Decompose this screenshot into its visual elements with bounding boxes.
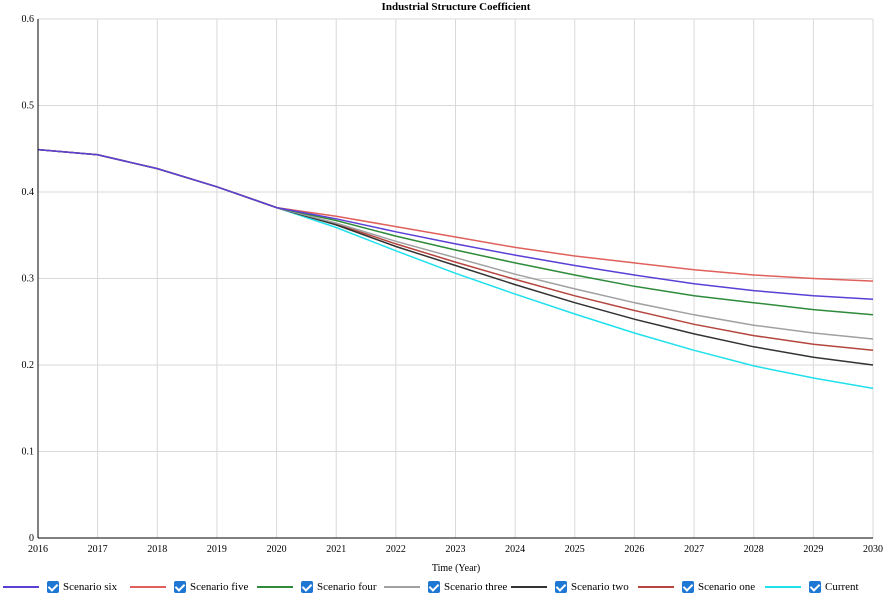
y-tick-label: 0.6: [22, 14, 35, 25]
y-tick-label: 0: [29, 533, 34, 544]
legend-item-scenario-five[interactable]: Scenario five: [130, 578, 248, 596]
legend-label: Scenario five: [190, 581, 249, 593]
legend-swatch: [257, 586, 293, 588]
y-tick-label: 0.4: [22, 187, 35, 198]
x-tick-label: 2028: [744, 544, 764, 555]
y-tick-label: 0.3: [22, 274, 35, 285]
legend-swatch: [765, 586, 801, 588]
legend-swatch: [130, 586, 166, 588]
chart: Industrial Structure Coefficient 2016 201…: [22, 1, 884, 574]
legend-item-current[interactable]: Current: [765, 578, 859, 596]
x-axis-label: Time (Year): [432, 563, 480, 574]
checkbox-icon[interactable]: [682, 581, 694, 593]
checkbox-icon[interactable]: [174, 581, 186, 593]
series-line-scenario-six: [37, 148, 874, 301]
checkbox-icon[interactable]: [301, 581, 313, 593]
y-tick-label: 0.1: [22, 447, 35, 458]
y-tick-label: 0.5: [22, 101, 35, 112]
x-tick-label: 2021: [326, 544, 346, 555]
x-tick-label: 2029: [803, 544, 823, 555]
x-tick-label: 2016: [28, 544, 48, 555]
x-tick-label: 2018: [147, 544, 167, 555]
legend-swatch: [511, 586, 547, 588]
x-tick-label: 2024: [505, 544, 525, 555]
series-lines: [37, 148, 874, 390]
legend: Scenario six Scenario five Scenario four Sc…: [0, 578, 886, 596]
legend-label: Scenario six: [63, 581, 118, 593]
legend-item-scenario-four[interactable]: Scenario four: [257, 578, 377, 596]
tick-labels: 2016 2017 2018 2019 2020 2021 2022 2023 2024 2025…: [22, 14, 884, 555]
legend-item-scenario-one[interactable]: Scenario one: [638, 578, 755, 596]
legend-item-scenario-six[interactable]: Scenario six: [3, 578, 117, 596]
x-tick-label: 2023: [446, 544, 466, 555]
checkbox-icon[interactable]: [428, 581, 440, 593]
axes: [37, 19, 873, 539]
legend-item-scenario-two[interactable]: Scenario two: [511, 578, 629, 596]
x-tick-label: 2026: [624, 544, 644, 555]
legend-label: Current: [825, 581, 859, 593]
legend-swatch: [3, 586, 39, 588]
grid: [37, 18, 874, 538]
checkbox-icon[interactable]: [47, 581, 59, 593]
x-tick-label: 2030: [863, 544, 883, 555]
checkbox-icon[interactable]: [809, 581, 821, 593]
x-tick-label: 2019: [207, 544, 227, 555]
chart-title: Industrial Structure Coefficient: [382, 1, 531, 13]
legend-label: Scenario four: [317, 581, 377, 593]
x-tick-label: 2017: [88, 544, 108, 555]
x-tick-label: 2025: [565, 544, 585, 555]
legend-label: Scenario two: [571, 581, 629, 593]
y-tick-label: 0.2: [22, 360, 35, 371]
checkbox-icon[interactable]: [555, 581, 567, 593]
legend-swatch: [384, 586, 420, 588]
legend-swatch: [638, 586, 674, 588]
legend-label: Scenario one: [698, 581, 756, 593]
legend-label: Scenario three: [444, 581, 508, 593]
x-tick-label: 2020: [267, 544, 287, 555]
legend-item-scenario-three[interactable]: Scenario three: [384, 578, 507, 596]
x-tick-label: 2027: [684, 544, 704, 555]
x-tick-label: 2022: [386, 544, 406, 555]
